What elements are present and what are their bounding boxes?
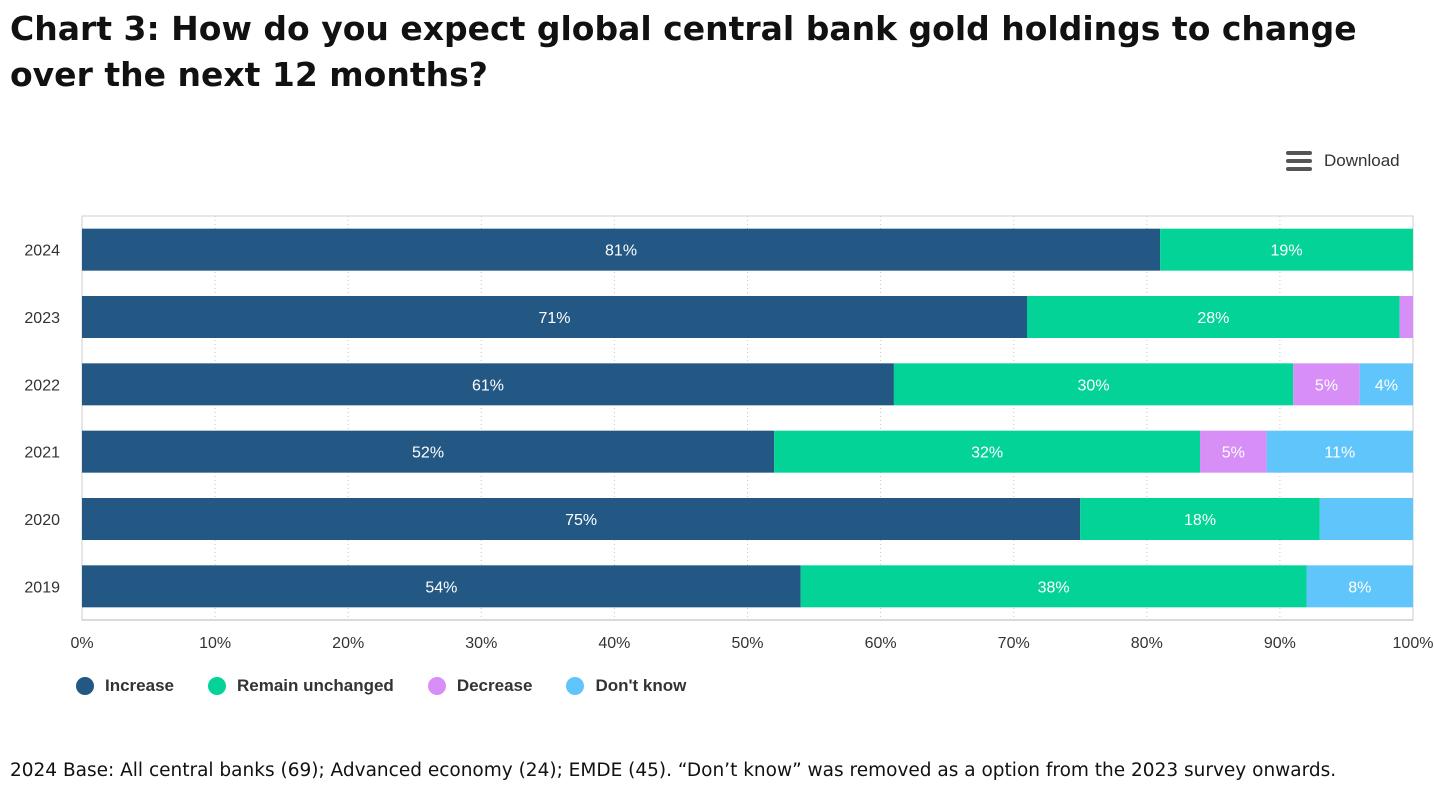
data-label: 5% [1222,445,1245,462]
download-button[interactable]: Download [1286,148,1400,174]
data-label: 4% [1375,377,1398,394]
legend-label: Don't know [595,676,687,695]
legend-swatch [427,677,446,695]
bar-segment [82,430,775,473]
data-label: 28% [1197,310,1229,327]
x-tick-label: 50% [731,635,763,652]
bar-segment [800,565,1307,608]
bar-segment [82,296,1028,338]
legend-item-increase[interactable]: Increase [76,676,174,696]
bar-segment [1200,430,1267,473]
x-tick-label: 0% [70,635,93,652]
data-label: 19% [1271,243,1303,260]
legend-item-decrease[interactable]: Decrease [427,676,533,696]
menu-icon [1286,151,1312,171]
bar-segment [82,228,1161,271]
legend-label: Decrease [456,676,533,695]
bar-segment [1399,296,1413,338]
category-label: 2022 [24,377,60,394]
x-tick-label: 80% [1131,635,1163,652]
stacked-bar-chart: 81% 19% 2024 71% 28% 2023 61% 30% 5% 4% 2022 52% 32%… [24,215,1434,652]
legend-swatch [208,677,226,695]
legend: Increase Remain unchanged Decrease Don't… [76,676,720,696]
bar-segment [1359,363,1413,406]
data-label: 32% [971,445,1003,462]
bar-segment [1027,296,1400,338]
data-label: 38% [1038,579,1070,596]
bar-segment [774,430,1201,473]
legend-label: Remain unchanged [237,676,394,695]
x-tick-label: 10% [199,635,231,652]
category-label: 2020 [24,512,60,529]
data-label: 30% [1078,377,1110,394]
bar-segment [1319,498,1413,540]
bar-segment [1306,565,1413,608]
legend-label: Increase [105,676,174,695]
bar-segment [1266,430,1413,473]
legend-item-remain-unchanged[interactable]: Remain unchanged [208,676,394,696]
bar-segment [1293,363,1360,406]
x-tick-label: 60% [865,635,897,652]
x-tick-label: 30% [465,635,497,652]
data-label: 71% [538,310,570,327]
footnote: 2024 Base: All central banks (69); Advan… [10,760,1337,781]
data-label: 52% [412,445,444,462]
download-label: Download [1324,151,1400,170]
category-label: 2023 [24,310,60,327]
bar-segment [893,363,1294,406]
data-label: 81% [605,243,637,260]
x-tick-label: 20% [332,635,364,652]
category-label: 2019 [24,579,60,596]
category-label: 2021 [24,445,60,462]
data-label: 18% [1184,512,1216,529]
legend-item-dont-know[interactable]: Don't know [566,676,686,696]
data-label: 5% [1315,377,1338,394]
data-label: 54% [425,579,457,596]
bar-segment [82,363,894,406]
x-tick-label: 90% [1264,635,1296,652]
category-label: 2024 [24,243,60,260]
bar-segment [82,565,801,608]
bar-segment [1160,228,1413,271]
bar-segment [1080,498,1320,540]
bar-segment [82,498,1081,540]
x-tick-label: 100% [1393,635,1434,652]
x-tick-label: 70% [998,635,1030,652]
legend-swatch [76,677,94,695]
data-label: 61% [472,377,504,394]
chart-title: Chart 3: How do you expect global centra… [10,9,1357,94]
data-label: 75% [565,512,597,529]
x-tick-label: 40% [598,635,630,652]
data-label: 8% [1348,579,1371,596]
legend-swatch [566,677,585,695]
data-label: 11% [1324,445,1355,462]
